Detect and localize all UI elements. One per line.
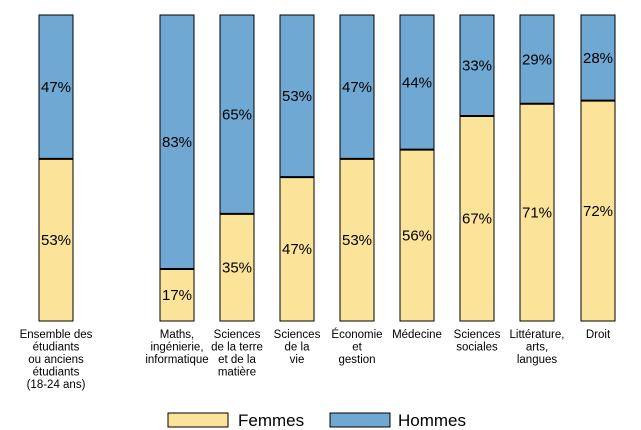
data-label-femmes-5: 56%: [402, 227, 432, 244]
data-label-hommes-6: 33%: [462, 57, 492, 74]
legend-swatch-hommes: [329, 412, 391, 428]
data-label-femmes-3: 47%: [282, 241, 312, 258]
bar-hommes-3: [279, 14, 315, 178]
category-labels-group: Ensemble des étudiants ou anciens étudiants…: [20, 328, 611, 391]
category-label-0: Ensemble des étudiants ou anciens étudiants…: [20, 329, 93, 391]
data-label-femmes-8: 72%: [583, 203, 613, 220]
category-label-4: Économie et gestion: [331, 328, 382, 366]
bar-femmes-6: [459, 115, 495, 322]
data-label-femmes-0: 53%: [41, 232, 71, 249]
bars-group: 47% 53% 83% 17% 65% 35% 53% 47% 47% 53% 44% 56% 33% 6…: [38, 14, 616, 322]
bar-femmes-7: [519, 103, 555, 322]
category-label-5: Médecine: [392, 329, 442, 341]
bar-hommes-4: [339, 14, 375, 160]
bar-femmes-5: [399, 149, 435, 322]
bar-hommes-0: [38, 14, 74, 160]
data-label-hommes-2: 65%: [222, 106, 252, 123]
data-label-hommes-4: 47%: [342, 79, 372, 96]
data-label-hommes-7: 29%: [522, 51, 552, 68]
bar-femmes-8: [580, 100, 616, 322]
data-label-hommes-3: 53%: [282, 88, 312, 105]
bar-femmes-0: [38, 158, 74, 322]
legend-label-hommes: Hommes: [398, 411, 466, 430]
bar-hommes-2: [219, 14, 255, 215]
data-label-femmes-2: 35%: [222, 259, 252, 276]
legend: Femmes Hommes: [167, 411, 466, 430]
bar-femmes-3: [279, 176, 315, 322]
bar-hommes-7: [519, 14, 555, 105]
data-label-hommes-8: 28%: [583, 50, 613, 67]
category-label-8: Droit: [586, 329, 611, 341]
bar-femmes-2: [219, 213, 255, 322]
data-label-femmes-1: 17%: [162, 287, 192, 304]
data-label-hommes-0: 47%: [41, 79, 71, 96]
category-label-3: Sciences de la vie: [274, 329, 321, 366]
category-label-7: Littérature, arts, langues: [510, 329, 565, 366]
bar-hommes-5: [399, 14, 435, 151]
bar-femmes-1: [159, 268, 195, 322]
bar-hommes-6: [459, 14, 495, 117]
category-label-6: Sciences sociales: [454, 329, 501, 354]
legend-swatch-femmes: [167, 412, 229, 428]
legend-label-femmes: Femmes: [238, 411, 304, 430]
category-label-2: Sciences de la terre et de la matière: [211, 329, 263, 379]
category-label-1: Maths, ingénierie, informatique: [145, 329, 208, 366]
data-label-femmes-4: 53%: [342, 232, 372, 249]
bar-hommes-8: [580, 14, 616, 102]
data-label-hommes-1: 83%: [162, 134, 192, 151]
data-label-hommes-5: 44%: [402, 74, 432, 91]
data-label-femmes-7: 71%: [522, 204, 552, 221]
data-label-femmes-6: 67%: [462, 210, 492, 227]
